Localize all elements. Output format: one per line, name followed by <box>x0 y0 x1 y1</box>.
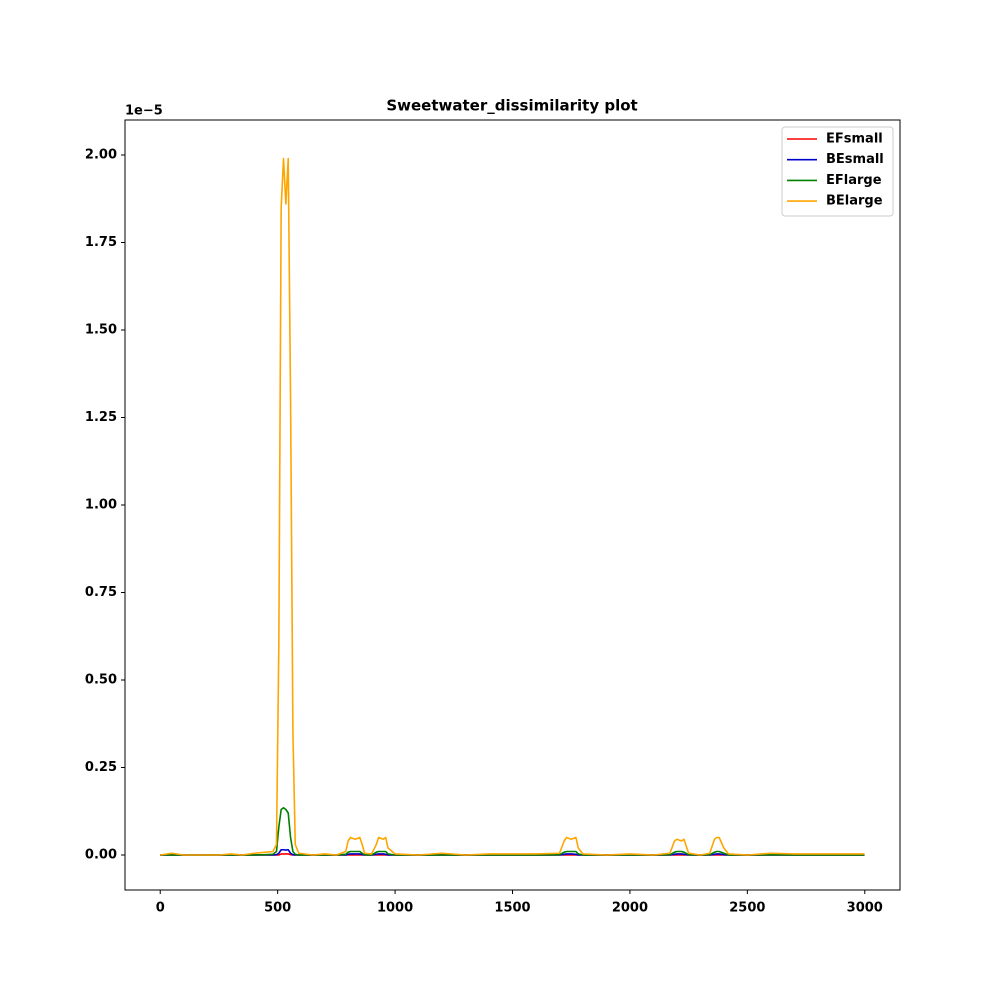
y-tick-label: 0.50 <box>85 673 117 688</box>
x-tick-label: 500 <box>264 901 291 916</box>
y-tick-label: 1.25 <box>85 410 117 425</box>
y-tick-label: 2.00 <box>85 148 117 163</box>
y-tick-label: 1.75 <box>85 235 117 250</box>
chart-title: Sweetwater_dissimilarity plot <box>386 97 637 115</box>
y-tick-label: 1.00 <box>85 498 117 513</box>
x-tick-label: 3000 <box>847 901 883 916</box>
y-tick-label: 0.75 <box>85 585 117 600</box>
plot-frame <box>124 119 901 891</box>
legend-label: EFlarge <box>826 173 882 188</box>
legend-label: EFsmall <box>826 132 883 147</box>
line-series <box>160 157 865 856</box>
legend-label: BElarge <box>826 194 883 209</box>
x-tick-label: 2000 <box>612 901 648 916</box>
x-tick-label: 0 <box>156 901 165 916</box>
y-tick-label: 0.00 <box>85 848 117 863</box>
legend-box <box>781 126 894 217</box>
x-tick-label: 1000 <box>377 901 413 916</box>
x-tick-label: 1500 <box>494 901 530 916</box>
legend-label: BEsmall <box>826 152 884 167</box>
y-offset-label: 1e−5 <box>125 104 163 119</box>
x-tick-label: 2500 <box>729 901 765 916</box>
line-series <box>160 806 865 856</box>
y-tick-label: 1.50 <box>85 323 117 338</box>
y-tick-label: 0.25 <box>85 760 117 775</box>
